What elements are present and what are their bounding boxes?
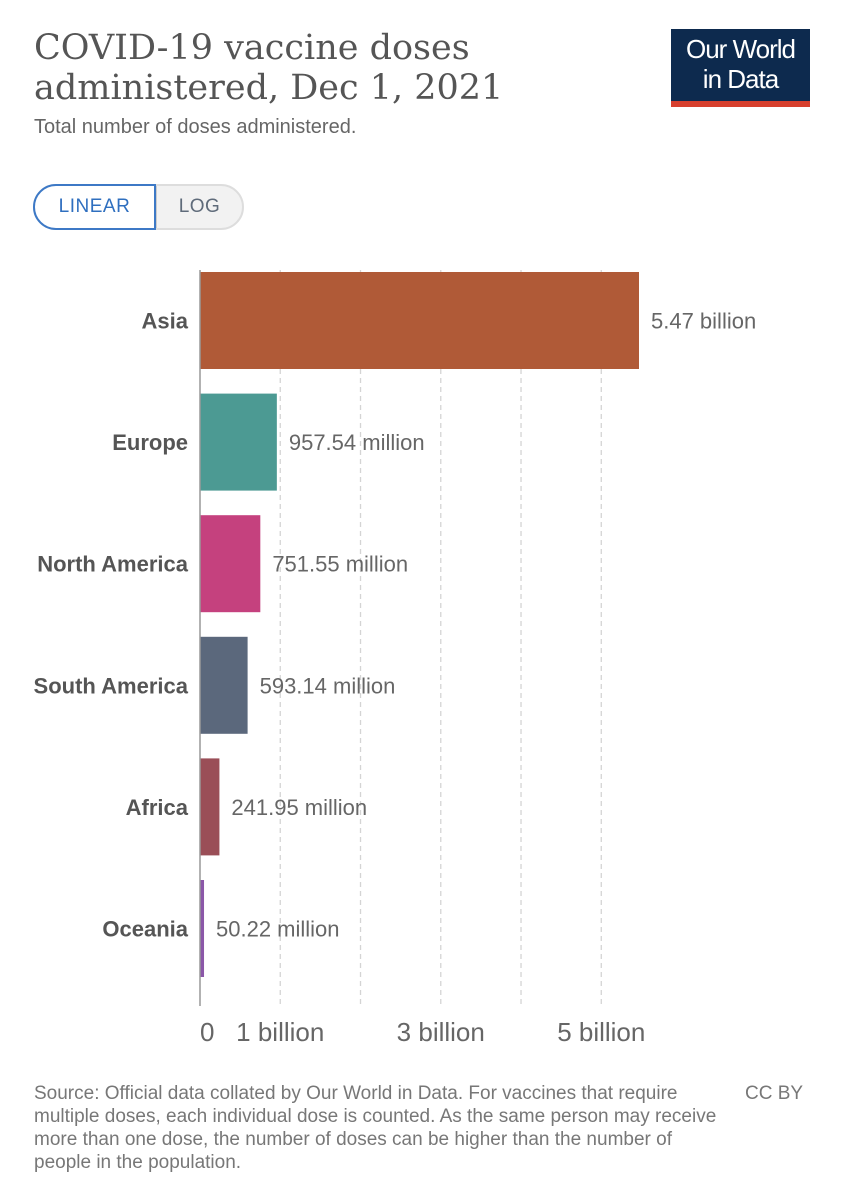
category-label: South America — [34, 673, 189, 698]
x-tick-label: 3 billion — [397, 1017, 485, 1047]
value-label: 241.95 million — [231, 795, 367, 820]
source-note: Source: Official data collated by Our Wo… — [34, 1083, 717, 1173]
log-scale-button[interactable]: LOG — [156, 186, 242, 228]
bar-south-america[interactable] — [200, 636, 248, 734]
category-label: Oceania — [102, 917, 188, 942]
x-tick-label: 0 — [200, 1017, 214, 1047]
bar-europe[interactable] — [200, 393, 277, 491]
value-label: 957.54 million — [289, 430, 425, 455]
x-tick-label: 1 billion — [236, 1017, 324, 1047]
scale-toggle: LINEAR LOG — [33, 184, 244, 230]
license-link[interactable]: CC BY — [745, 1083, 804, 1104]
category-label: Asia — [142, 309, 189, 334]
logo-line-2: in Data — [702, 64, 779, 94]
value-label: 751.55 million — [272, 552, 408, 577]
bar-north-america[interactable] — [200, 515, 261, 613]
category-label: North America — [37, 552, 189, 577]
category-label: Africa — [126, 795, 189, 820]
bar-asia[interactable] — [200, 272, 639, 369]
logo-line-1: Our World — [686, 34, 796, 64]
bar-africa[interactable] — [200, 758, 220, 856]
category-label: Europe — [112, 430, 188, 455]
chart-title: COVID-19 vaccine doses administered, Dec… — [34, 28, 504, 108]
bar-chart: Asia 5.47 billion Europe 957.54 million Nort… — [34, 270, 756, 1047]
value-label: 593.14 million — [260, 673, 396, 698]
value-label: 50.22 million — [216, 917, 340, 942]
value-label: 5.47 billion — [651, 309, 756, 334]
bar-oceania[interactable] — [200, 880, 205, 977]
owid-logo[interactable]: Our World in Data — [671, 29, 810, 107]
chart-subtitle: Total number of doses administered. — [34, 116, 357, 138]
x-tick-label: 5 billion — [557, 1017, 645, 1047]
linear-scale-button[interactable]: LINEAR — [33, 184, 156, 230]
